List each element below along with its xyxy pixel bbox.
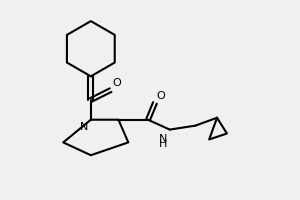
- Text: O: O: [156, 91, 165, 101]
- Text: O: O: [112, 78, 121, 88]
- Text: N: N: [159, 134, 168, 144]
- Text: N: N: [80, 122, 88, 132]
- Text: H: H: [159, 139, 168, 149]
